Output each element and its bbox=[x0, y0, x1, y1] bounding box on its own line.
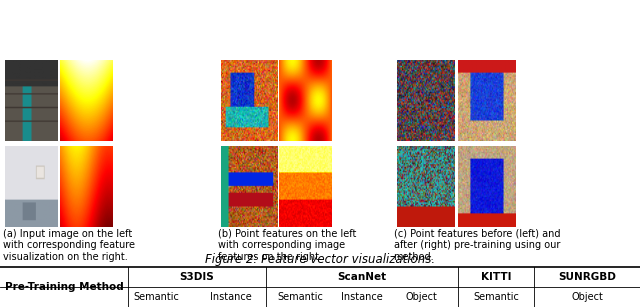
Text: S3DIS: S3DIS bbox=[179, 272, 214, 282]
Text: Instance: Instance bbox=[340, 292, 383, 302]
Text: Semantic: Semantic bbox=[278, 292, 324, 302]
Text: Instance: Instance bbox=[209, 292, 252, 302]
Text: Pre-Training Method: Pre-Training Method bbox=[4, 282, 124, 292]
Text: ScanNet: ScanNet bbox=[337, 272, 386, 282]
Text: Semantic: Semantic bbox=[473, 292, 519, 302]
Text: SUNRGBD: SUNRGBD bbox=[559, 272, 616, 282]
Text: KITTI: KITTI bbox=[481, 272, 511, 282]
Text: (a) Input image on the left
with corresponding feature
visualization on the righ: (a) Input image on the left with corresp… bbox=[3, 229, 135, 262]
Text: (c) Point features before (left) and
after (right) pre-training using our
method: (c) Point features before (left) and aft… bbox=[394, 229, 560, 262]
Text: (b) Point features on the left
with corresponding image
features on the right.: (b) Point features on the left with corr… bbox=[218, 229, 356, 262]
Text: Figure 2: Feature vector visualizations.: Figure 2: Feature vector visualizations. bbox=[205, 253, 435, 266]
Text: Object: Object bbox=[572, 292, 604, 302]
Text: Semantic: Semantic bbox=[134, 292, 180, 302]
Text: Object: Object bbox=[405, 292, 437, 302]
